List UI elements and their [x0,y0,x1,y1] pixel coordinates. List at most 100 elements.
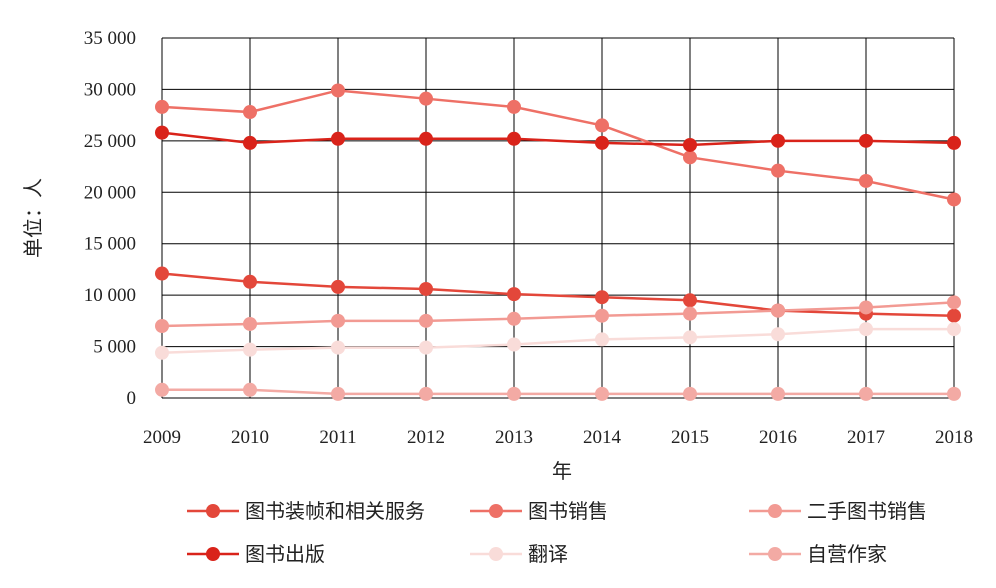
data-point [243,135,257,150]
data-point [595,290,609,305]
x-tick-labels: 2009 2010 2011 2012 2013 2014 2015 2016 2017 2018 [143,427,973,448]
data-point [507,337,521,352]
data-point [155,99,169,114]
data-point [683,150,697,165]
legend-item: 翻译 [470,542,568,566]
data-point [595,135,609,150]
data-point [859,322,873,337]
data-point [507,131,521,146]
data-point [595,386,609,401]
legend-marker [768,504,782,518]
data-point [331,279,345,294]
series-line [161,272,955,317]
series-3 [155,125,961,152]
x-tick-label: 2013 [495,427,533,448]
legend-label: 图书装帧和相关服务 [245,499,425,523]
legend-marker [206,504,220,518]
data-point [947,192,961,207]
data-point [595,118,609,133]
data-point [331,386,345,401]
legend-item: 图书销售 [470,499,608,523]
y-tick-label: 25 000 [84,131,136,152]
data-point [155,125,169,140]
series-line [161,131,955,147]
series-5 [155,382,961,401]
y-tick-label: 35 000 [84,28,136,49]
y-tick-label: 10 000 [84,285,136,306]
legend-label: 自营作家 [807,542,887,566]
x-tick-label: 2014 [583,427,622,448]
legend-label: 图书出版 [245,542,325,566]
data-point [419,91,433,106]
data-point [947,308,961,323]
legend-marker [489,504,503,518]
data-point [947,386,961,401]
data-point [771,163,785,178]
legend-marker [768,547,782,561]
y-tick-label: 0 [127,388,137,409]
data-point [507,386,521,401]
data-point [595,308,609,323]
series-4 [155,322,961,360]
data-point [683,137,697,152]
data-point [155,266,169,281]
data-point [771,303,785,318]
y-axis-title: 单位：人 [21,178,45,258]
data-point [771,386,785,401]
data-point [595,332,609,347]
data-point [243,105,257,120]
data-point [155,345,169,360]
data-point [683,306,697,321]
legend-label: 翻译 [528,542,568,566]
data-point [331,131,345,146]
x-tick-label: 2011 [319,427,356,448]
data-point [859,300,873,315]
data-point [419,281,433,296]
data-point [419,131,433,146]
legend-item: 二手图书销售 [749,499,927,523]
data-point [507,311,521,326]
series-0 [155,266,961,323]
legend-label: 图书销售 [528,499,608,523]
data-point [683,293,697,308]
y-tick-labels: 0 5 000 10 000 15 000 20 000 25 000 30 000 35 0… [84,28,136,409]
data-point [419,340,433,355]
data-point [683,330,697,345]
x-tick-label: 2018 [935,427,973,448]
data-point [155,319,169,333]
data-point [331,340,345,355]
data-point [507,99,521,114]
legend-item: 自营作家 [749,542,887,566]
x-tick-label: 2015 [671,427,709,448]
data-point [419,386,433,401]
x-axis-title: 年 [552,459,572,483]
data-point [859,386,873,401]
y-tick-label: 5 000 [93,337,136,358]
legend-label: 二手图书销售 [807,499,927,523]
data-point [947,135,961,150]
y-tick-label: 30 000 [84,79,136,100]
x-tick-label: 2012 [407,427,445,448]
data-point [243,316,257,331]
data-point [947,295,961,310]
data-point [419,313,433,328]
series-1 [155,83,961,207]
data-point [155,382,169,397]
data-point [771,327,785,342]
series-line [161,301,955,328]
data-point [331,313,345,328]
data-point [243,274,257,289]
x-tick-label: 2017 [847,427,885,448]
legend-marker [489,547,503,561]
data-point [859,173,873,188]
x-tick-label: 2016 [759,427,797,448]
legend-item: 图书出版 [187,542,325,566]
x-tick-label: 2010 [231,427,269,448]
data-point [331,83,345,98]
y-tick-label: 15 000 [84,234,136,255]
data-point [243,382,257,397]
data-point [683,386,697,401]
series-layer [155,83,961,401]
